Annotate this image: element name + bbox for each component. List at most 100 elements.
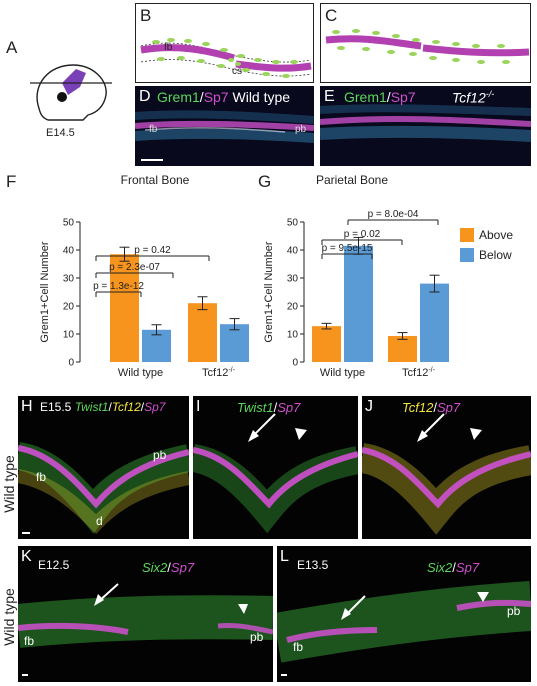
scale-bar-h [22,532,30,534]
gene-sp7-k: Sp7 [170,560,195,575]
gene-sp7-i: Sp7 [277,400,301,415]
micrograph-i-texture [193,396,358,539]
chart-title: Parietal Bone [316,173,388,187]
suture-schematic-c [325,29,530,64]
bar-above [110,254,139,362]
p-value-annotation: p = 0.02 [344,229,381,240]
micrograph-panel-k: K E12.5 Six2/Sp7 fb pb [18,546,273,682]
pb-label-k: pb [250,630,264,644]
micrograph-panel-j: J Tcf12/Sp7 [362,396,531,539]
bar-below [220,324,249,362]
micrograph-panel-h: H E15.5 Twist1/Tcf12/Sp7 fb pb d [18,396,189,539]
p-value-annotation: p = 1.3e-12 [93,281,144,292]
bar-above [188,303,217,362]
p-value-annotation: p = 0.42 [134,245,171,256]
chart-legend: Above Below [460,228,513,262]
stain-sp7-d: Sp7 [203,89,229,105]
gene-twist1-i: Twist1 [237,400,274,415]
micrograph-panel-e: E Grem1/Sp7 Tcf12-/- [320,86,531,166]
panel-label-l: L [280,548,289,565]
row-label-wildtype-1: Wild type [1,455,17,513]
gene-sp7-j: Sp7 [436,400,461,415]
stage-label-a: E14.5 [46,127,75,139]
y-tick-label: 50 [63,218,75,229]
x-tick-label: Wild type [118,367,163,379]
stain-grem1-e: Grem1 [344,89,387,105]
gene-tcf12-j: Tcf12 [402,400,434,415]
genotype-e: Tcf12 [452,89,486,106]
suture-schematic-b [140,38,312,78]
chart-title: Frontal Bone [121,173,190,187]
bar-above [388,335,417,362]
schematic-panel-c: C [320,3,531,83]
y-tick-label: 0 [292,358,298,369]
stain-grem1-d: Grem1 [157,89,200,105]
gene-tcf12-h: Tcf12 [111,400,141,414]
stain-sp7-e: Sp7 [390,89,416,105]
panel-label-j: J [365,398,373,415]
y-tick-label: 30 [63,274,75,285]
panel-label-i: I [196,398,201,415]
slash-e: / [386,89,391,105]
pb-label-h: pb [153,448,167,462]
micrograph-j-texture [362,396,531,539]
y-tick-label: 30 [287,274,299,285]
legend-item-below: Below [460,248,513,262]
stage-label-k: E12.5 [38,558,70,572]
x-tick-label: Tcf12-/- [202,367,236,379]
fb-label-k: fb [24,634,35,648]
panel-label-k: K [21,548,32,565]
x-tick-label: Wild type [320,367,365,379]
panel-label-b: B [140,6,152,25]
schematic-panel-b: B fb cs [135,3,314,83]
fb-label-h: fb [36,470,47,484]
bar-below [344,245,373,362]
panel-label-e: E [324,88,335,105]
micrograph-panel-d: D Grem1/Sp7 Wild type fb pb [135,86,314,166]
legend-swatch-above [460,228,474,242]
y-tick-label: 0 [68,358,74,369]
y-tick-label: 40 [63,246,75,257]
y-tick-label: 40 [287,246,299,257]
micrograph-d-texture [135,86,314,166]
genotype-e-sup: -/- [485,89,495,99]
gene-six2-k: Six2 [142,560,168,575]
fb-label-b: fb [164,42,173,53]
micrograph-h-texture [18,396,189,539]
row-label-wildtype-2: Wild type [1,588,17,646]
bar-above [312,326,341,362]
legend-item-above: Above [460,228,513,242]
slash-d: / [199,89,204,105]
d-label-h: d [96,514,103,528]
legend-swatch-below [460,248,474,262]
micrograph-panel-l: L E13.5 Six2/Sp7 fb pb [277,546,531,682]
panel-label-g: G [258,172,272,191]
panel-label-c: C [325,6,338,25]
x-tick-label: Tcf12-/- [402,367,436,379]
y-tick-label: 20 [287,302,299,313]
chart-parietal-bone: Parietal Bone 0 10 20 30 40 50 Grem1+Cell Numbe… [263,173,449,379]
y-tick-label: 50 [287,218,299,229]
panel-label-f: F [6,172,17,191]
p-value-annotation: p = 2.3e-07 [109,262,160,273]
panel-label-a: A [6,38,18,57]
micrograph-l-texture [277,546,531,682]
scale-bar-l [281,674,287,676]
fb-label-d: fb [149,124,158,135]
y-axis-label: Grem1+Cell Number [39,241,51,343]
chart-frontal-bone: Frontal Bone 0 10 20 30 40 50 Grem1+Cell Number… [39,173,249,379]
genotype-d: Wild type [232,89,291,105]
y-tick-label: 10 [63,330,75,341]
y-axis-label: Grem1+Cell Number [263,241,275,343]
pb-label-l: pb [507,604,521,618]
micrograph-k-texture [18,546,273,682]
gene-sp7-l: Sp7 [455,560,480,575]
stage-label-h: E15.5 [40,400,72,414]
scale-bar-d [141,159,163,161]
gene-six2-l: Six2 [427,560,453,575]
fb-label-l: fb [293,640,304,654]
legend-label-above: Above [479,228,514,242]
p-value-annotation: p = 8.0e-04 [368,209,419,220]
cs-label-b: cs [232,66,242,77]
y-tick-label: 20 [63,302,75,313]
